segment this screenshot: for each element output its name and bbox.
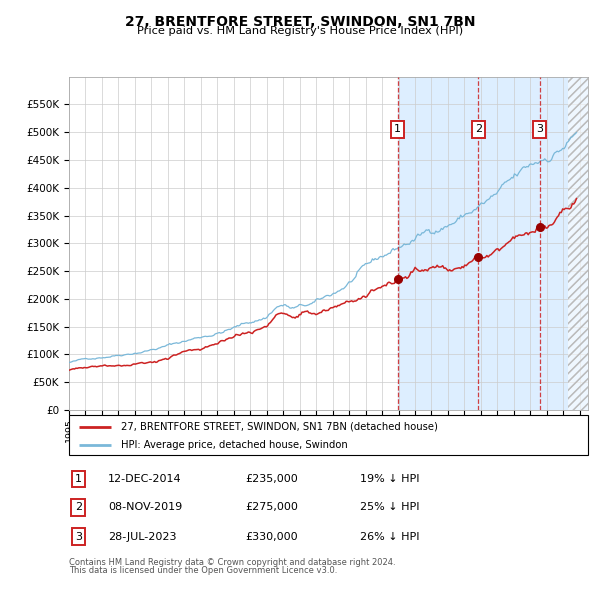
Bar xyxy=(568,77,593,410)
Text: 2: 2 xyxy=(75,503,82,512)
Text: Contains HM Land Registry data © Crown copyright and database right 2024.: Contains HM Land Registry data © Crown c… xyxy=(69,558,395,566)
Text: 12-DEC-2014: 12-DEC-2014 xyxy=(108,474,182,484)
Text: 26% ↓ HPI: 26% ↓ HPI xyxy=(359,532,419,542)
Text: £235,000: £235,000 xyxy=(245,474,298,484)
Text: 27, BRENTFORE STREET, SWINDON, SN1 7BN: 27, BRENTFORE STREET, SWINDON, SN1 7BN xyxy=(125,15,475,29)
Text: 1: 1 xyxy=(394,124,401,135)
Text: 2: 2 xyxy=(475,124,482,135)
Text: 1: 1 xyxy=(75,474,82,484)
Text: 27, BRENTFORE STREET, SWINDON, SN1 7BN (detached house): 27, BRENTFORE STREET, SWINDON, SN1 7BN (… xyxy=(121,422,438,432)
Text: HPI: Average price, detached house, Swindon: HPI: Average price, detached house, Swin… xyxy=(121,440,347,450)
Bar xyxy=(398,77,588,410)
FancyBboxPatch shape xyxy=(69,415,588,455)
Text: £275,000: £275,000 xyxy=(245,503,298,512)
Text: 25% ↓ HPI: 25% ↓ HPI xyxy=(359,503,419,512)
Text: 3: 3 xyxy=(536,124,543,135)
Text: 08-NOV-2019: 08-NOV-2019 xyxy=(108,503,182,512)
Text: £330,000: £330,000 xyxy=(245,532,298,542)
Text: Price paid vs. HM Land Registry's House Price Index (HPI): Price paid vs. HM Land Registry's House … xyxy=(137,26,463,36)
Text: This data is licensed under the Open Government Licence v3.0.: This data is licensed under the Open Gov… xyxy=(69,566,337,575)
Text: 28-JUL-2023: 28-JUL-2023 xyxy=(108,532,176,542)
Bar xyxy=(568,77,593,410)
Text: 19% ↓ HPI: 19% ↓ HPI xyxy=(359,474,419,484)
Text: 3: 3 xyxy=(75,532,82,542)
